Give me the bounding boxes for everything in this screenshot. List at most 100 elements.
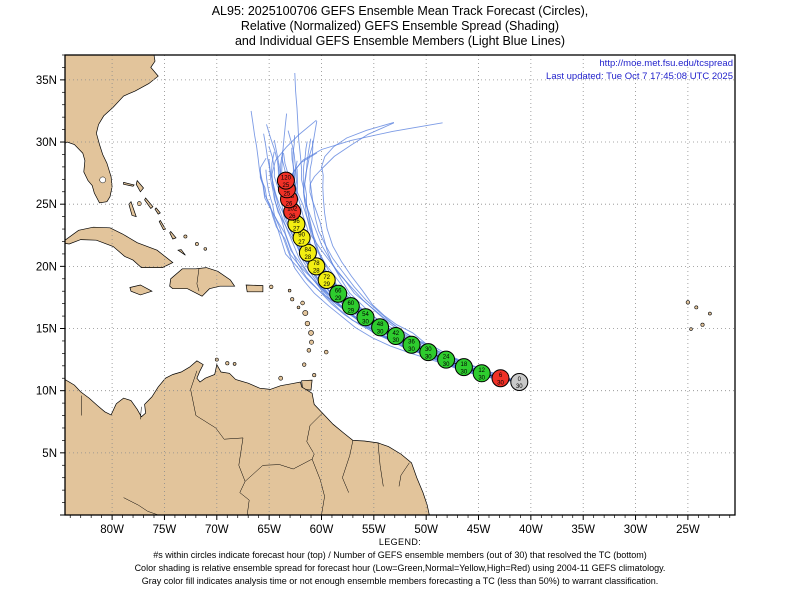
lat-tick-label: 25N [36, 199, 57, 211]
title-line-1: AL95: 2025100706 GEFS Ensemble Mean Trac… [211, 4, 589, 18]
land-grand-bahama [123, 181, 135, 187]
island [300, 300, 305, 306]
island [296, 305, 301, 310]
lat-tick-label: 5N [42, 448, 57, 460]
track-hour-label: 30 [425, 347, 432, 353]
track-hour-label: 18 [461, 362, 468, 368]
track-hour-label: 24 [443, 354, 450, 360]
land-long-island [158, 219, 167, 231]
track-hour-label: 120 [281, 175, 292, 181]
track-members-label: 29 [347, 308, 354, 314]
track-hour-label: 90 [298, 233, 305, 239]
island [685, 300, 691, 305]
lon-tick-label: 25W [676, 524, 700, 536]
last-updated-text: Last updated: Tue Oct 7 17:45:08 UTC 202… [546, 71, 733, 82]
land-trinidad [301, 379, 313, 391]
track-members-label: 27 [293, 226, 300, 232]
country-border [190, 370, 250, 515]
lat-tick-label: 35N [36, 75, 57, 87]
lon-tick-label: 55W [362, 524, 386, 536]
track-point-18h [454, 358, 473, 377]
land-abaco [135, 179, 144, 193]
lon-tick-label: 75W [153, 524, 177, 536]
track-point-48h [371, 318, 390, 337]
lake [99, 176, 106, 184]
track-hour-label: 102 [287, 206, 298, 212]
track-point-60h [341, 297, 360, 316]
track-members-label: 26 [289, 214, 296, 220]
track-hour-label: 36 [408, 340, 415, 346]
track-hour-label: 84 [305, 248, 312, 254]
track-point-12h [472, 364, 491, 383]
land-puerto-rico [245, 284, 264, 293]
track-hour-label: 0 [518, 377, 522, 383]
track-hour-label: 78 [313, 261, 320, 267]
island [183, 234, 188, 239]
title-line-3: and Individual GEFS Ensemble Members (Li… [234, 34, 566, 48]
island [194, 242, 199, 246]
header-links: http://moe.met.fsu.edu/tcspread Last upd… [546, 57, 733, 83]
island [302, 362, 307, 367]
country-border [140, 406, 142, 420]
legend-line-3: Gray color fill indicates analysis time … [141, 576, 659, 586]
track-hour-label: 66 [335, 289, 342, 295]
track-members-label: 30 [377, 330, 384, 336]
land-eleuthera [144, 197, 154, 210]
lon-tick-label: 45W [467, 524, 491, 536]
land-cuba [65, 226, 174, 268]
track-point-42h [386, 327, 405, 345]
track-point-78h [307, 257, 326, 276]
track-hour-label: 96 [293, 219, 300, 225]
island [278, 375, 284, 381]
country-border [196, 268, 200, 292]
island [708, 311, 712, 316]
track-members-label: 25 [283, 183, 290, 189]
track-point-6h [491, 369, 510, 388]
chart-title: AL95: 2025100706 GEFS Ensemble Mean Trac… [0, 4, 800, 49]
track-members-label: 30 [408, 347, 415, 353]
island [306, 348, 312, 353]
island [700, 322, 705, 327]
island [290, 297, 295, 302]
lat-tick-label: 10N [36, 386, 57, 398]
lon-tick-label: 80W [100, 524, 124, 536]
track-point-0h [510, 373, 529, 391]
track-members-label: 28 [313, 269, 320, 275]
ensemble-member-line [291, 147, 520, 383]
land-cat-island [154, 207, 161, 215]
lat-tick-label: 20N [36, 261, 57, 273]
source-url-link[interactable]: http://moe.met.fsu.edu/tcspread [599, 58, 733, 69]
legend-line-1: #s within circles indicate forecast hour… [153, 550, 647, 560]
lon-tick-label: 60W [310, 524, 334, 536]
country-border [244, 458, 313, 482]
track-members-label: 29 [323, 282, 330, 288]
island [225, 361, 230, 366]
track-point-24h [437, 350, 456, 369]
track-hour-label: 12 [478, 368, 485, 374]
island [324, 349, 329, 355]
country-border [342, 440, 354, 493]
track-hour-label: 72 [323, 275, 330, 281]
track-members-label: 30 [425, 354, 432, 360]
island [232, 362, 237, 366]
island [203, 247, 208, 251]
track-members-label: 25 [284, 192, 291, 198]
track-hour-label: 6 [499, 373, 503, 379]
island [694, 305, 699, 310]
legend-heading: LEGEND: [378, 537, 422, 547]
track-members-label: 30 [362, 320, 369, 326]
island [302, 310, 309, 316]
island [304, 320, 311, 327]
track-point-54h [356, 308, 375, 327]
track-members-label: 30 [516, 384, 523, 390]
lon-tick-label: 30W [624, 524, 648, 536]
land-southeast-us [65, 55, 159, 204]
track-hour-label: 54 [362, 312, 369, 318]
country-border [377, 442, 384, 487]
island [312, 373, 317, 378]
island [689, 327, 693, 331]
track-members-label: 30 [461, 369, 468, 375]
track-point-36h [402, 335, 421, 354]
lon-tick-label: 50W [414, 524, 438, 536]
